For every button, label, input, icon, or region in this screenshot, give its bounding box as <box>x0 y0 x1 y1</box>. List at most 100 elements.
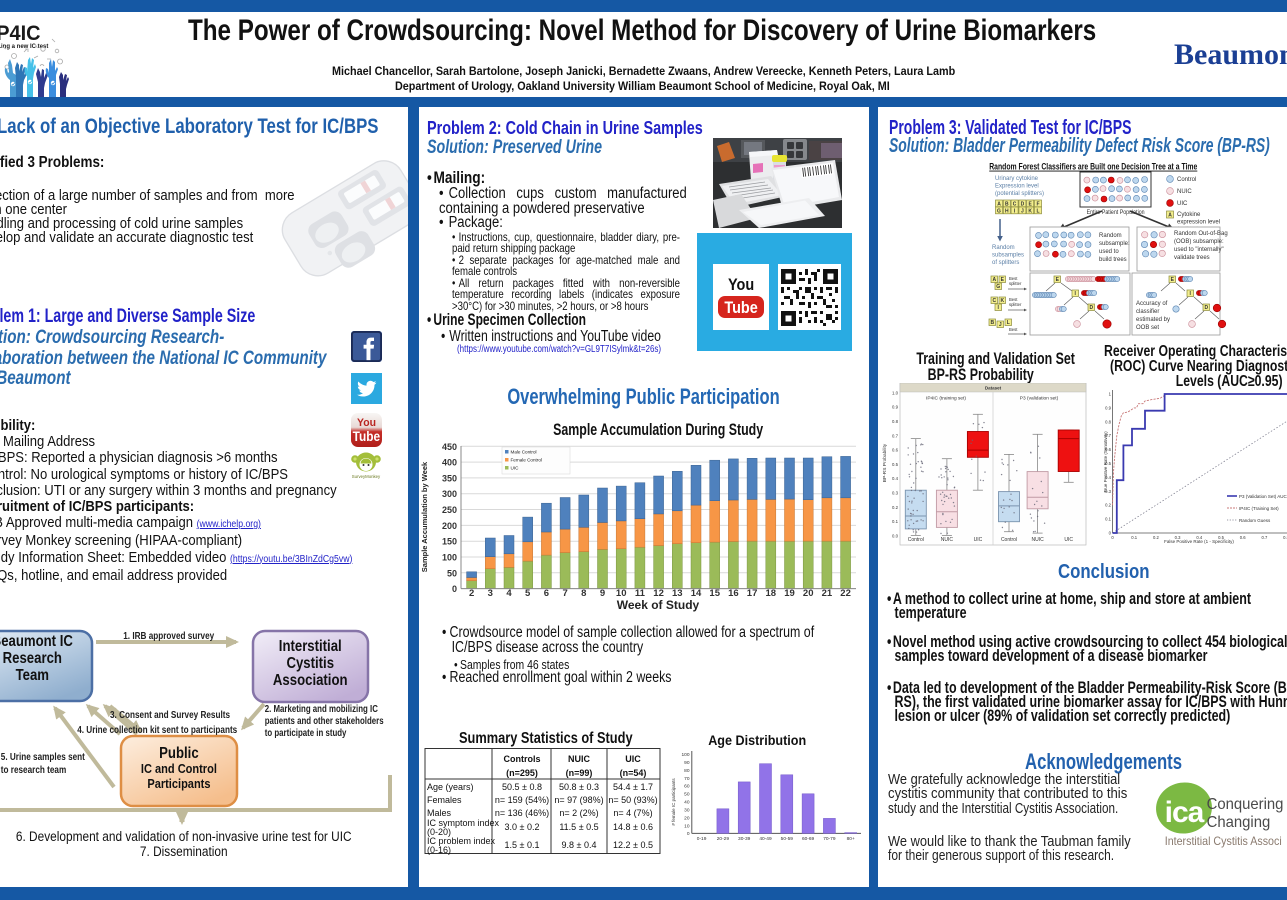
svg-text:I: I <box>1014 209 1016 215</box>
svg-text:...ing a new IC test: ...ing a new IC test <box>0 44 48 50</box>
svg-text:Week of Study: Week of Study <box>617 598 700 612</box>
svg-text:OOB set: OOB set <box>1136 325 1159 331</box>
svg-text:1: 1 <box>1109 392 1112 397</box>
svg-text:200: 200 <box>442 521 457 531</box>
svg-text:100: 100 <box>681 752 689 758</box>
svg-text:0: 0 <box>687 831 690 837</box>
svg-text:Males: Males <box>427 808 452 818</box>
svg-text:0.9: 0.9 <box>1105 405 1111 410</box>
svg-text:NUIC: NUIC <box>941 537 954 543</box>
svg-text:1.0: 1.0 <box>892 390 899 395</box>
svg-text:Entire Patient Population: Entire Patient Population <box>1087 210 1145 216</box>
svg-text:11.5 ± 0.5: 11.5 ± 0.5 <box>559 822 598 832</box>
svg-text:BP-RS Probability: BP-RS Probability <box>882 443 888 482</box>
svg-text:8: 8 <box>581 588 586 599</box>
svg-text:splitter: splitter <box>1009 302 1022 307</box>
svg-text:E: E <box>1171 277 1175 283</box>
svg-text:54.4 ± 1.7: 54.4 ± 1.7 <box>613 782 653 792</box>
svg-text:19: 19 <box>784 588 795 599</box>
svg-text:Urinary cytokine: Urinary cytokine <box>995 176 1039 182</box>
svg-text:Male Control: Male Control <box>511 450 537 455</box>
svg-text:0.0: 0.0 <box>892 534 899 539</box>
svg-text:NUIC: NUIC <box>1177 189 1192 195</box>
svg-text:22: 22 <box>840 588 851 599</box>
svg-text:NUIC: NUIC <box>1031 537 1044 543</box>
svg-text:UIC: UIC <box>1064 537 1073 543</box>
svg-text:50: 50 <box>447 568 457 578</box>
svg-text:Control: Control <box>1001 537 1017 543</box>
svg-text:12: 12 <box>653 588 664 599</box>
svg-text:0.1: 0.1 <box>892 519 899 524</box>
svg-text:Expression level: Expression level <box>995 184 1039 190</box>
svg-text:4: 4 <box>506 588 512 599</box>
svg-text:n= 2 (2%): n= 2 (2%) <box>559 808 598 818</box>
svg-text:L: L <box>1036 209 1039 215</box>
svg-text:50-59: 50-59 <box>781 836 794 842</box>
svg-text:70-79: 70-79 <box>823 836 836 842</box>
svg-text:0.4: 0.4 <box>1196 535 1202 540</box>
svg-text:Random: Random <box>992 245 1015 251</box>
svg-text:IC symptom index: IC symptom index <box>427 818 500 828</box>
svg-text:20-29: 20-29 <box>717 836 730 842</box>
svg-text:(0-20): (0-20) <box>427 827 451 837</box>
svg-text:80+: 80+ <box>847 836 855 842</box>
svg-text:60: 60 <box>684 784 690 790</box>
svg-text:B: B <box>990 320 994 326</box>
svg-text:Random Forest Classifiers are: Random Forest Classifiers are Built one … <box>989 162 1198 172</box>
svg-text:1. IRB approved survey: 1. IRB approved survey <box>123 629 215 641</box>
svg-text:0.9: 0.9 <box>892 405 899 410</box>
svg-text:ica: ica <box>1165 796 1205 829</box>
svg-text:F: F <box>1036 202 1039 208</box>
svg-text:False Positive Rate (1 - Speci: False Positive Rate (1 - Specificity) <box>1164 539 1234 544</box>
svg-text:4. Urine collection kit sent t: 4. Urine collection kit sent to particip… <box>77 723 237 735</box>
svg-text:80: 80 <box>684 768 690 774</box>
svg-text:0.1: 0.1 <box>1105 517 1111 522</box>
svg-text:6: 6 <box>544 588 549 599</box>
svg-text:300: 300 <box>442 489 457 499</box>
svg-text:I: I <box>1190 291 1192 297</box>
svg-text:J: J <box>1021 209 1024 215</box>
svg-text:0: 0 <box>452 584 457 594</box>
svg-text:G: G <box>996 284 1000 290</box>
svg-text:D: D <box>1204 305 1208 311</box>
svg-text:90: 90 <box>684 760 690 766</box>
svg-text:splitter: splitter <box>1009 281 1022 286</box>
svg-text:40: 40 <box>684 800 690 806</box>
svg-text:G: G <box>997 209 1001 215</box>
svg-text:D: D <box>1089 305 1093 311</box>
svg-text:H: H <box>1005 209 1009 215</box>
svg-text:0.8: 0.8 <box>892 419 899 424</box>
svg-text:11: 11 <box>635 588 646 599</box>
svg-text:estimated by: estimated by <box>1136 317 1170 323</box>
svg-text:C: C <box>1013 202 1017 208</box>
svg-text:0-19: 0-19 <box>697 836 707 842</box>
svg-text:Tube: Tube <box>724 299 758 317</box>
svg-text:5: 5 <box>525 588 531 599</box>
svg-text:UIC: UIC <box>625 754 641 764</box>
svg-text:2. Marketing and mobilizing IC: 2. Marketing and mobilizing IC patients a… <box>265 703 384 738</box>
svg-text:0.4: 0.4 <box>892 476 899 481</box>
svg-text:250: 250 <box>442 505 457 515</box>
svg-text:B: B <box>1005 202 1009 208</box>
svg-text:# female IC participants: # female IC participants <box>671 778 676 826</box>
svg-text:(n=54): (n=54) <box>620 768 647 778</box>
svg-text:I: I <box>998 305 1000 311</box>
svg-text:I: I <box>1075 291 1077 297</box>
svg-text:IP4IC (Training Set): IP4IC (Training Set) <box>1239 506 1279 511</box>
svg-text:NUIC: NUIC <box>568 754 590 764</box>
svg-text:J: J <box>999 322 1002 328</box>
svg-text:UIC: UIC <box>511 466 520 471</box>
svg-text:0.8: 0.8 <box>1105 419 1111 424</box>
svg-text:E: E <box>1029 202 1033 208</box>
svg-text:10: 10 <box>616 588 627 599</box>
svg-text:0: 0 <box>1111 535 1114 540</box>
svg-text:Random Out-of-Bag: Random Out-of-Bag <box>1174 231 1228 237</box>
svg-text:Changing: Changing <box>1207 814 1271 832</box>
svg-text:6. Development and validation: 6. Development and validation of non-inv… <box>16 828 352 844</box>
svg-text:C: C <box>992 298 996 304</box>
svg-text:3.0 ± 0.2: 3.0 ± 0.2 <box>505 822 540 832</box>
svg-text:validate trees: validate trees <box>1174 255 1210 261</box>
svg-text:50: 50 <box>684 792 690 798</box>
svg-text:0.6: 0.6 <box>1105 447 1111 452</box>
